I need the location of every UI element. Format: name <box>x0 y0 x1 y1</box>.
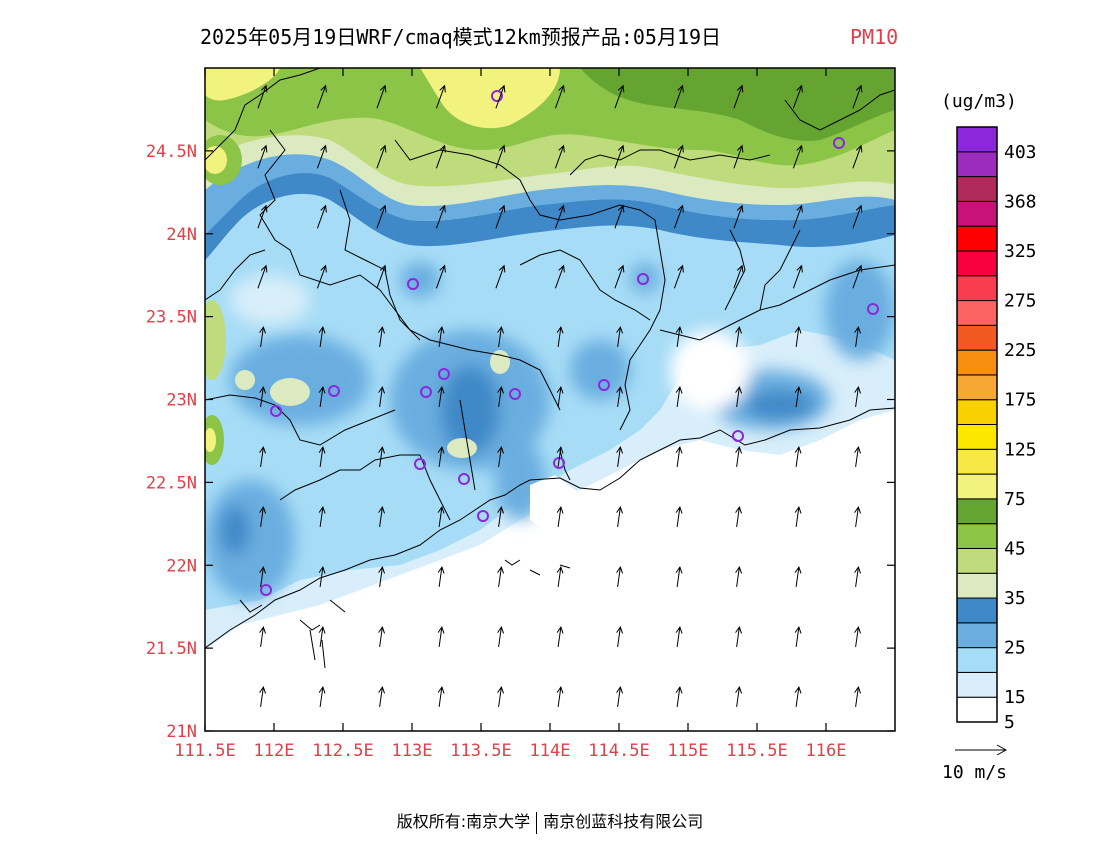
concentration-field <box>205 68 895 731</box>
legend-swatch <box>956 424 998 450</box>
legend-swatch <box>956 275 998 302</box>
x-tick-label: 115E <box>668 741 709 761</box>
legend-swatch <box>956 523 998 549</box>
legend-label: 368 <box>1004 191 1037 212</box>
legend-swatch <box>956 225 998 252</box>
y-tick-label: 21.5N <box>146 639 197 659</box>
legend-label: 15 <box>1004 687 1026 708</box>
legend-swatch <box>956 151 998 178</box>
copyright-right: 南京创蓝科技有限公司 <box>543 812 704 831</box>
monitoring-stations <box>260 90 879 596</box>
legend-swatch <box>956 448 998 475</box>
station-marker <box>438 368 450 380</box>
station-marker <box>598 379 610 391</box>
x-tick-label: 113E <box>392 741 433 761</box>
x-tick-label: 111.5E <box>174 741 235 761</box>
y-tick-label: 22.5N <box>146 473 197 493</box>
legend-swatch <box>956 547 998 574</box>
legend-swatch <box>956 696 998 723</box>
legend-labels: 403 368 325 275 225 175 125 75 45 35 25 15 5 <box>1004 142 1037 733</box>
y-tick-label: 22N <box>166 556 197 576</box>
copyright-left: 版权所有:南京大学 <box>396 812 531 831</box>
legend-label: 225 <box>1004 340 1037 361</box>
legend-swatch <box>956 671 998 698</box>
station-marker <box>637 273 649 285</box>
copyright-footer: 版权所有:南京大学 南京创蓝科技有限公司 <box>0 808 1100 834</box>
x-tick-label: 112E <box>254 741 295 761</box>
station-marker <box>407 278 419 290</box>
y-tick-label: 23N <box>166 391 197 411</box>
axis-ticks <box>204 68 895 732</box>
variable-label: PM10 <box>850 25 898 49</box>
x-tick-label: 115.5E <box>726 741 787 761</box>
legend-swatch <box>956 176 998 202</box>
x-tick-label: 114E <box>530 741 571 761</box>
legend-swatch <box>956 399 998 426</box>
station-marker <box>414 458 426 470</box>
legend-label: 35 <box>1004 588 1026 609</box>
legend-swatch <box>956 498 998 525</box>
legend-swatch <box>956 324 998 351</box>
legend-label: 325 <box>1004 241 1037 262</box>
legend-swatch <box>956 597 998 624</box>
boundary-lines <box>205 68 895 669</box>
legend-swatch <box>956 473 998 500</box>
station-marker <box>477 510 489 522</box>
legend-swatch <box>956 126 998 153</box>
legend-swatch <box>956 349 998 376</box>
station-marker <box>260 584 272 596</box>
map-title: 2025年05月19日WRF/cmaq模式12km预报产品:05月19日 <box>200 25 721 49</box>
y-tick-label: 24N <box>166 225 197 245</box>
station-marker <box>458 473 470 485</box>
legend-swatch <box>956 622 998 649</box>
station-marker <box>732 430 744 442</box>
y-tick-label: 21N <box>166 722 197 742</box>
wind-scale-arrow <box>955 744 1008 756</box>
legend-label: 25 <box>1004 638 1026 659</box>
legend-label: 275 <box>1004 291 1037 312</box>
legend-label: 175 <box>1004 390 1037 411</box>
x-tick-label: 116E <box>806 741 847 761</box>
x-tick-label: 112.5E <box>312 741 373 761</box>
x-tick-label: 114.5E <box>588 741 649 761</box>
wind-vectors <box>257 84 863 707</box>
legend-label: 125 <box>1004 439 1037 460</box>
legend-swatch <box>956 300 998 326</box>
station-marker <box>420 386 432 398</box>
station-marker <box>867 303 879 315</box>
legend-unit: (ug/m3) <box>941 91 1017 112</box>
legend-swatch <box>956 250 998 277</box>
legend-label: 403 <box>1004 142 1037 163</box>
copyright-separator <box>536 811 538 834</box>
legend-swatch <box>956 200 998 227</box>
y-axis-labels: 24.5N 24N 23.5N 23N 22.5N 22N 21.5N 21N <box>146 142 197 742</box>
wind-scale-label: 10 m/s <box>942 762 1007 783</box>
station-marker <box>328 385 340 397</box>
x-axis-labels: 111.5E 112E 112.5E 113E 113.5E 114E 114.5E 115E… <box>174 741 846 761</box>
station-marker <box>491 90 503 102</box>
legend-swatch <box>956 572 998 599</box>
legend-swatch <box>956 647 998 673</box>
legend-label: 5 <box>1004 712 1015 733</box>
legend-swatch <box>956 374 998 401</box>
station-marker <box>833 137 845 149</box>
y-tick-label: 23.5N <box>146 308 197 328</box>
y-tick-label: 24.5N <box>146 142 197 162</box>
legend-label: 45 <box>1004 538 1026 559</box>
x-tick-label: 113.5E <box>450 741 511 761</box>
legend-label: 75 <box>1004 489 1026 510</box>
color-legend <box>956 126 998 723</box>
station-marker <box>509 388 521 400</box>
station-marker <box>270 405 282 417</box>
